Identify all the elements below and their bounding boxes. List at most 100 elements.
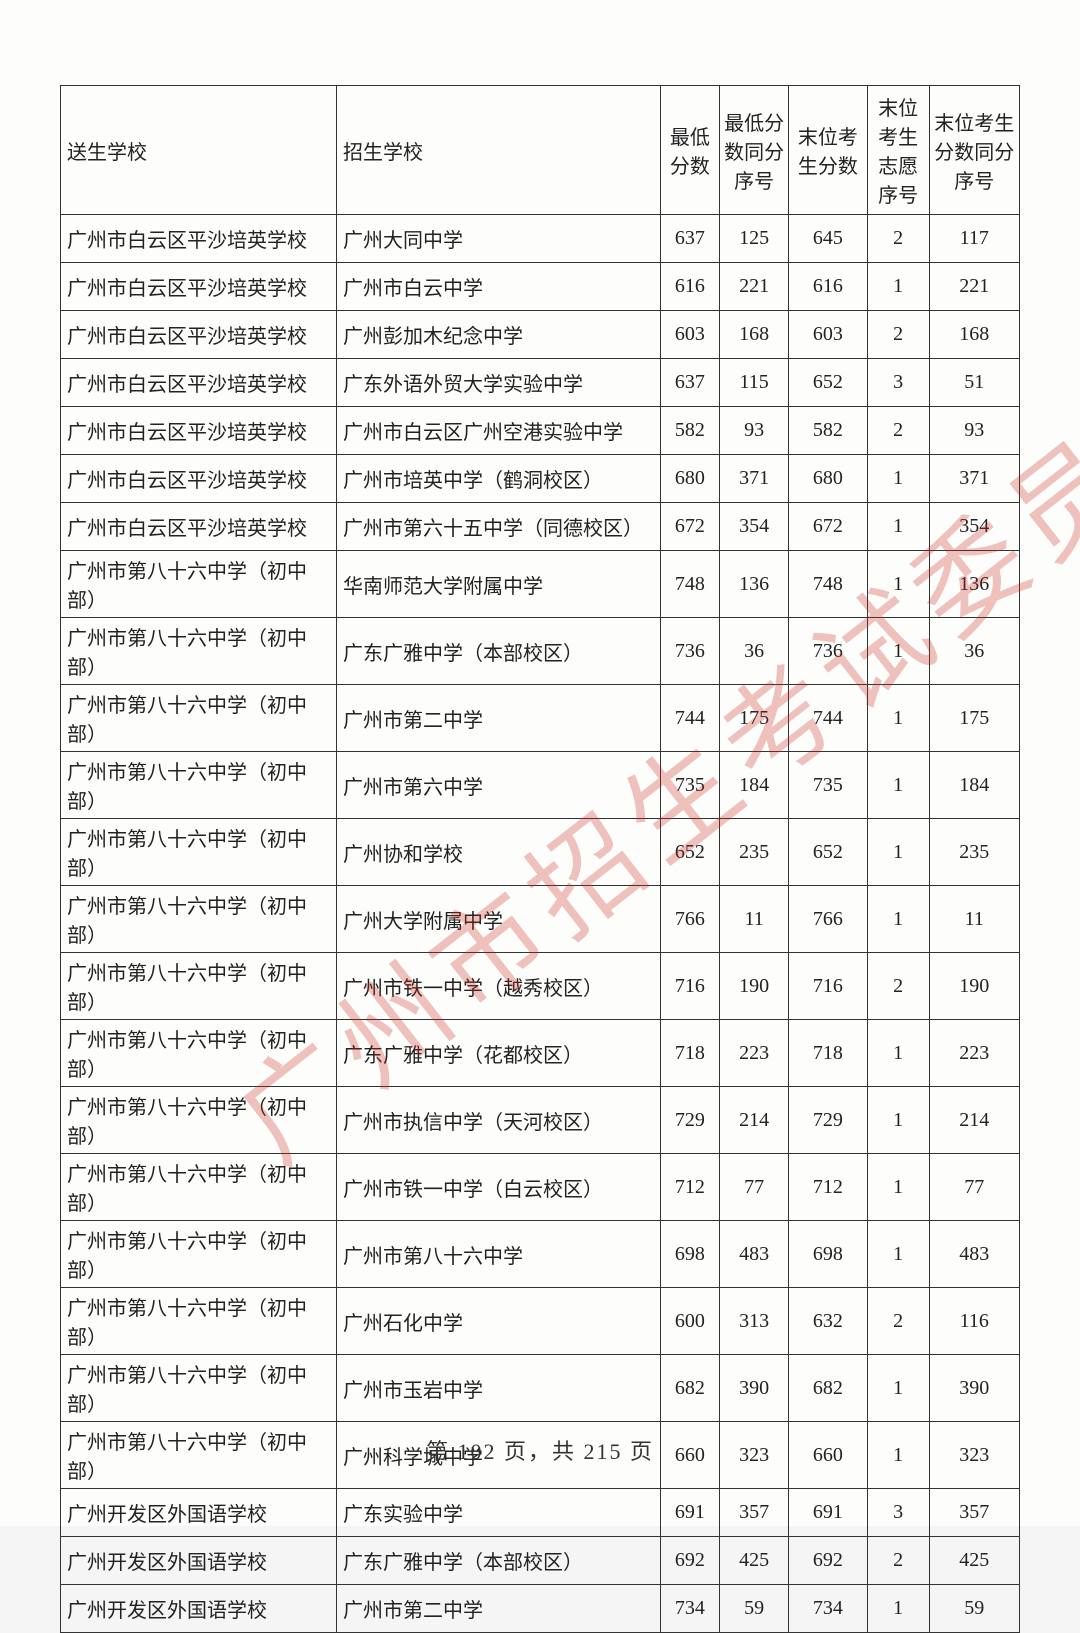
table-cell: 637 xyxy=(660,215,719,263)
table-cell: 11 xyxy=(929,886,1019,953)
table-cell: 766 xyxy=(660,886,719,953)
table-cell: 735 xyxy=(660,752,719,819)
table-cell: 广州市铁一中学（越秀校区） xyxy=(337,953,661,1020)
table-cell: 广州大同中学 xyxy=(337,215,661,263)
table-cell: 广州开发区外国语学校 xyxy=(61,1489,337,1537)
table-cell: 36 xyxy=(929,618,1019,685)
table-cell: 广东实验中学 xyxy=(337,1489,661,1537)
table-cell: 734 xyxy=(789,1585,868,1633)
table-cell: 广州市第二中学 xyxy=(337,685,661,752)
table-cell: 616 xyxy=(789,263,868,311)
table-cell: 1 xyxy=(867,1221,929,1288)
table-cell: 广州市白云区平沙培英学校 xyxy=(61,407,337,455)
table-cell: 736 xyxy=(660,618,719,685)
table-cell: 1 xyxy=(867,618,929,685)
table-cell: 3 xyxy=(867,359,929,407)
table-cell: 483 xyxy=(720,1221,789,1288)
table-cell: 广州协和学校 xyxy=(337,819,661,886)
table-cell: 广州市第六中学 xyxy=(337,752,661,819)
table-cell: 425 xyxy=(929,1537,1019,1585)
table-row: 广州市白云区平沙培英学校广州大同中学6371256452117 xyxy=(61,215,1020,263)
table-cell: 748 xyxy=(789,551,868,618)
table-cell: 632 xyxy=(789,1288,868,1355)
table-cell: 3 xyxy=(867,1489,929,1537)
table-cell: 682 xyxy=(660,1355,719,1422)
table-cell: 1 xyxy=(867,1154,929,1221)
table-cell: 371 xyxy=(929,455,1019,503)
table-cell: 1 xyxy=(867,752,929,819)
table-cell: 691 xyxy=(660,1489,719,1537)
table-cell: 广州市第八十六中学（初中部） xyxy=(61,1221,337,1288)
table-cell: 广州彭加木纪念中学 xyxy=(337,311,661,359)
table-cell: 2 xyxy=(867,1537,929,1585)
table-cell: 582 xyxy=(789,407,868,455)
table-cell: 716 xyxy=(789,953,868,1020)
table-cell: 698 xyxy=(660,1221,719,1288)
table-cell: 广州市白云区广州空港实验中学 xyxy=(337,407,661,455)
table-cell: 广州市白云区平沙培英学校 xyxy=(61,215,337,263)
table-cell: 广州市第八十六中学（初中部） xyxy=(61,819,337,886)
table-row: 广州开发区外国语学校广东广雅中学（本部校区）6924256922425 xyxy=(61,1537,1020,1585)
table-cell: 2 xyxy=(867,311,929,359)
table-cell: 广州开发区外国语学校 xyxy=(61,1585,337,1633)
table-cell: 广州石化中学 xyxy=(337,1288,661,1355)
table-row: 广州市第八十六中学（初中部）广州市第二中学7441757441175 xyxy=(61,685,1020,752)
table-cell: 51 xyxy=(929,359,1019,407)
table-cell: 221 xyxy=(720,263,789,311)
table-row: 广州开发区外国语学校广东实验中学6913576913357 xyxy=(61,1489,1020,1537)
table-row: 广州市第八十六中学（初中部）广州大学附属中学76611766111 xyxy=(61,886,1020,953)
table-cell: 390 xyxy=(720,1355,789,1422)
table-cell: 680 xyxy=(660,455,719,503)
table-cell: 734 xyxy=(660,1585,719,1633)
table-cell: 广州市第八十六中学（初中部） xyxy=(61,618,337,685)
table-cell: 214 xyxy=(720,1087,789,1154)
table-cell: 718 xyxy=(789,1020,868,1087)
col-header-min-score: 最低分数 xyxy=(660,86,719,215)
table-row: 广州市第八十六中学（初中部）广州市第六中学7351847351184 xyxy=(61,752,1020,819)
table-cell: 广州市第八十六中学 xyxy=(337,1221,661,1288)
table-cell: 36 xyxy=(720,618,789,685)
table-cell: 698 xyxy=(789,1221,868,1288)
table-cell: 广州市第八十六中学（初中部） xyxy=(61,953,337,1020)
table-cell: 广州开发区外国语学校 xyxy=(61,1537,337,1585)
table-cell: 广州市白云区平沙培英学校 xyxy=(61,311,337,359)
table-cell: 广州市铁一中学（白云校区） xyxy=(337,1154,661,1221)
table-cell: 735 xyxy=(789,752,868,819)
col-header-last-score: 末位考生分数 xyxy=(789,86,868,215)
table-cell: 425 xyxy=(720,1537,789,1585)
table-cell: 190 xyxy=(929,953,1019,1020)
table-cell: 682 xyxy=(789,1355,868,1422)
table-cell: 390 xyxy=(929,1355,1019,1422)
col-header-min-score-seq: 最低分数同分序号 xyxy=(720,86,789,215)
table-cell: 1 xyxy=(867,455,929,503)
table-cell: 1 xyxy=(867,1355,929,1422)
table-cell: 广州市第八十六中学（初中部） xyxy=(61,1288,337,1355)
table-cell: 221 xyxy=(929,263,1019,311)
table-cell: 718 xyxy=(660,1020,719,1087)
table-cell: 广东广雅中学（花都校区） xyxy=(337,1020,661,1087)
table-cell: 766 xyxy=(789,886,868,953)
table-cell: 广州市白云区平沙培英学校 xyxy=(61,455,337,503)
table-cell: 华南师范大学附属中学 xyxy=(337,551,661,618)
table-cell: 广州市第八十六中学（初中部） xyxy=(61,1154,337,1221)
table-cell: 2 xyxy=(867,953,929,1020)
table-cell: 716 xyxy=(660,953,719,1020)
table-cell: 广州大学附属中学 xyxy=(337,886,661,953)
table-cell: 712 xyxy=(660,1154,719,1221)
table-cell: 357 xyxy=(929,1489,1019,1537)
table-cell: 175 xyxy=(929,685,1019,752)
table-cell: 371 xyxy=(720,455,789,503)
table-cell: 223 xyxy=(720,1020,789,1087)
table-row: 广州市白云区平沙培英学校广州市培英中学（鹤洞校区）6803716801371 xyxy=(61,455,1020,503)
col-header-sending-school: 送生学校 xyxy=(61,86,337,215)
table-cell: 603 xyxy=(789,311,868,359)
col-header-receiving-school: 招生学校 xyxy=(337,86,661,215)
table-cell: 广州市第八十六中学（初中部） xyxy=(61,1087,337,1154)
table-cell: 190 xyxy=(720,953,789,1020)
table-cell: 广东广雅中学（本部校区） xyxy=(337,618,661,685)
table-cell: 744 xyxy=(789,685,868,752)
table-cell: 692 xyxy=(789,1537,868,1585)
table-cell: 729 xyxy=(789,1087,868,1154)
table-cell: 2 xyxy=(867,1288,929,1355)
table-cell: 1 xyxy=(867,1020,929,1087)
